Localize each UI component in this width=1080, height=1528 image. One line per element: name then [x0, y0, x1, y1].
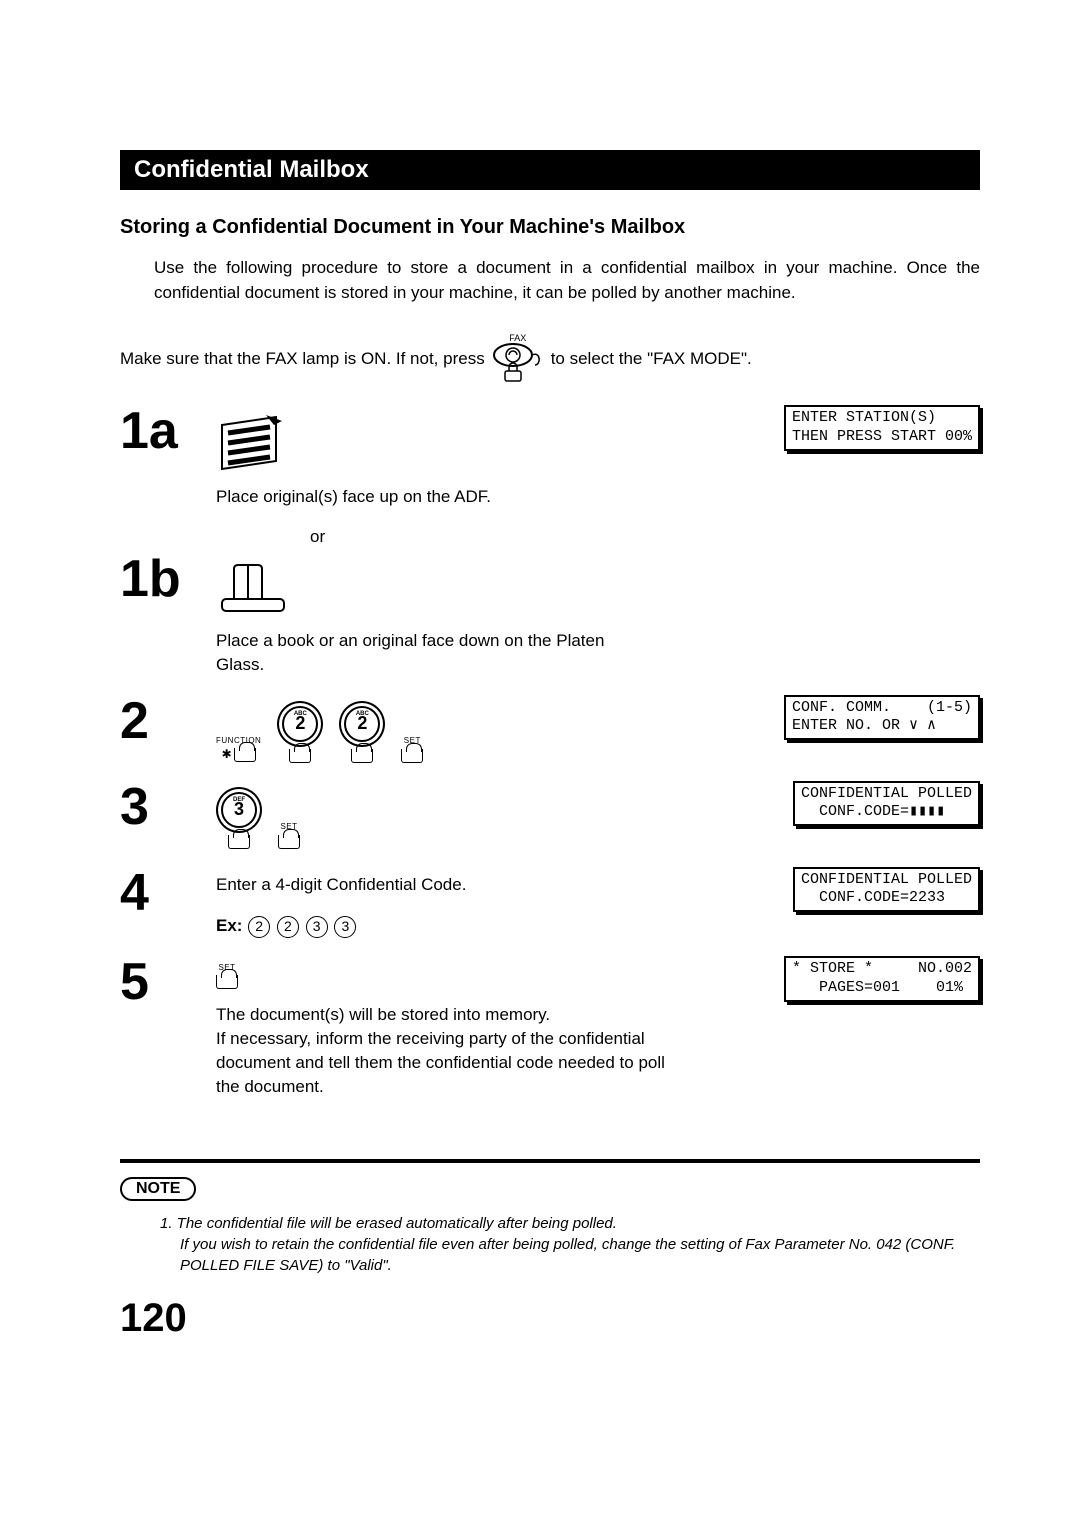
step-num-1b: 1b [120, 553, 198, 605]
ex-key: 2 [248, 916, 270, 938]
press-icon [278, 835, 300, 849]
lcd-2: CONF. COMM. (1-5) ENTER NO. OR ∨ ∧ [784, 695, 980, 741]
ex-key: 3 [306, 916, 328, 938]
step-5: 5 SET The document(s) will be stored int… [120, 956, 980, 1098]
press-icon [351, 749, 373, 763]
lcd-5: * STORE * NO.002 PAGES=001 01% [784, 956, 980, 1002]
or-text: or [310, 527, 980, 547]
step-1a-text: Place original(s) face up on the ADF. [216, 485, 766, 509]
set-key-5: SET [216, 962, 238, 989]
press-icon [228, 835, 250, 849]
press-icon [234, 748, 256, 762]
step-num-3: 3 [120, 781, 198, 833]
key-3: DEF3 [216, 787, 262, 849]
note-2: If you wish to retain the confidential f… [180, 1234, 980, 1276]
step-1b-text: Place a book or an original face down on… [216, 629, 616, 677]
press-icon [216, 975, 238, 989]
note-label: NOTE [120, 1177, 196, 1201]
adf-icon [216, 411, 290, 475]
step-3: 3 DEF3 SET CONFIDENTIAL POLLED CONF.CODE… [120, 781, 980, 849]
key-2a: ABC2 [277, 701, 323, 763]
fax-line-post: to select the "FAX MODE". [551, 349, 752, 369]
note-text: 1. The confidential file will be erased … [160, 1213, 980, 1276]
ex-key: 2 [277, 916, 299, 938]
step-1b: 1b Place a book or an original face down… [120, 553, 980, 677]
note-1: 1. The confidential file will be erased … [160, 1213, 980, 1234]
lcd-4: CONFIDENTIAL POLLED CONF.CODE=2233 [793, 867, 980, 913]
lcd-1: ENTER STATION(S) THEN PRESS START 00% [784, 405, 980, 451]
step-num-4: 4 [120, 867, 198, 919]
fax-line-pre: Make sure that the FAX lamp is ON. If no… [120, 349, 485, 369]
press-icon [401, 749, 423, 763]
page-number: 120 [120, 1296, 980, 1341]
intro-text: Use the following procedure to store a d… [154, 256, 980, 305]
step-5-text2: If necessary, inform the receiving party… [216, 1027, 676, 1098]
section-header: Confidential Mailbox [120, 150, 980, 190]
press-icon [289, 749, 311, 763]
step-2: 2 FUNCTION ✱ ABC2 ABC2 [120, 695, 980, 763]
step-4-text: Enter a 4-digit Confidential Code. [216, 873, 775, 897]
set-key-3: SET [278, 821, 300, 848]
fax-label: FAX [509, 333, 526, 343]
step-num-1a: 1a [120, 405, 198, 457]
key-2b: ABC2 [339, 701, 385, 763]
note-divider [120, 1159, 980, 1163]
step-5-text1: The document(s) will be stored into memo… [216, 1003, 766, 1027]
ex-key: 3 [334, 916, 356, 938]
step-4: 4 Enter a 4-digit Confidential Code. Ex:… [120, 867, 980, 939]
platen-icon [216, 559, 294, 619]
step-1a: 1a Place original(s) face up on the ADF.… [120, 405, 980, 509]
set-key: SET [401, 735, 423, 762]
function-key: FUNCTION ✱ [216, 735, 261, 763]
step-num-2: 2 [120, 695, 198, 747]
ex-label: Ex: [216, 916, 242, 935]
lcd-3: CONFIDENTIAL POLLED CONF.CODE=▮▮▮▮ [793, 781, 980, 827]
fax-mode-line: Make sure that the FAX lamp is ON. If no… [120, 333, 980, 385]
subheading: Storing a Confidential Document in Your … [120, 216, 980, 239]
fax-button-icon: FAX [491, 333, 545, 385]
page-root: Confidential Mailbox Storing a Confident… [0, 0, 1080, 1401]
step-num-5: 5 [120, 956, 198, 1008]
